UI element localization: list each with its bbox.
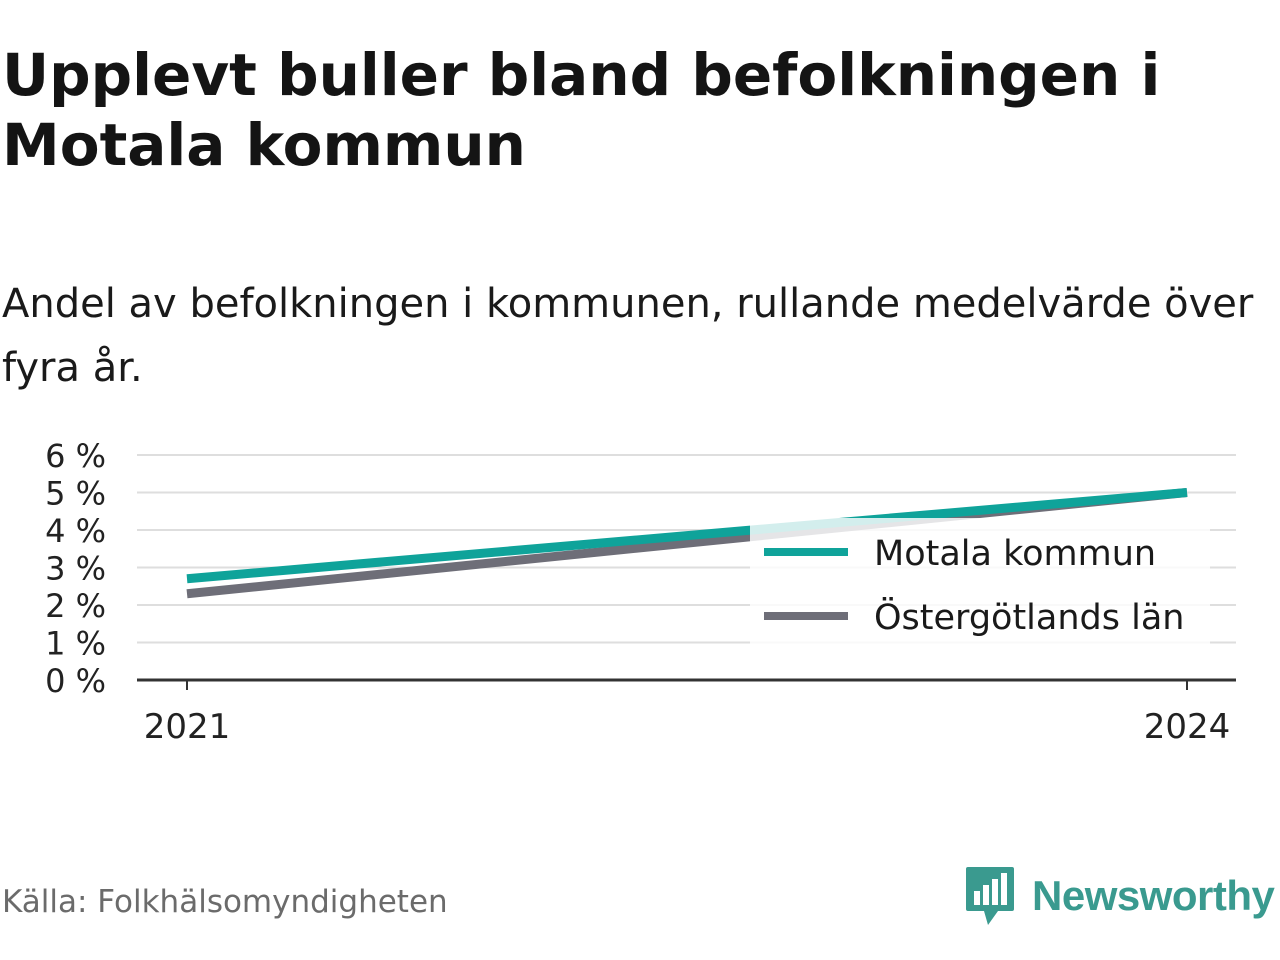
y-tick-label: 0 %: [45, 662, 106, 700]
legend-label: Östergötlands län: [874, 596, 1184, 638]
source-note: Källa: Folkhälsomyndigheten: [2, 884, 448, 920]
series-line: [186, 488, 1188, 584]
x-axis: 2021 2024: [137, 678, 1236, 747]
legend: Motala kommun Östergötlands län: [750, 518, 1210, 646]
x-tick-label: 2021: [144, 707, 231, 747]
x-tick-label: 2024: [1144, 707, 1231, 747]
line-chart: 0 %1 %2 %3 %4 %5 %6 % 2021 2024 Motala ko…: [45, 437, 1236, 747]
y-tick-label: 1 %: [45, 625, 106, 663]
y-tick-label: 3 %: [45, 550, 106, 588]
y-tick-label: 2 %: [45, 587, 106, 625]
newsworthy-logo-icon: [966, 867, 1014, 925]
series-lines: [186, 488, 1188, 599]
chart-subtitle: Andel av befolkningen i kommunen, rullan…: [2, 281, 1254, 391]
chart-title: Upplevt buller bland befolkningen i Mota…: [2, 41, 1161, 179]
newsworthy-logo: Newsworthy: [964, 864, 1275, 928]
y-tick-label: 6 %: [45, 437, 106, 475]
y-tick-label: 5 %: [45, 475, 106, 513]
legend-label: Motala kommun: [874, 534, 1156, 574]
y-axis-ticks: 0 %1 %2 %3 %4 %5 %6 %: [45, 437, 106, 700]
legend-background: [750, 518, 1210, 646]
y-tick-label: 4 %: [45, 512, 106, 550]
logo-text: Newsworthy: [1032, 872, 1275, 919]
